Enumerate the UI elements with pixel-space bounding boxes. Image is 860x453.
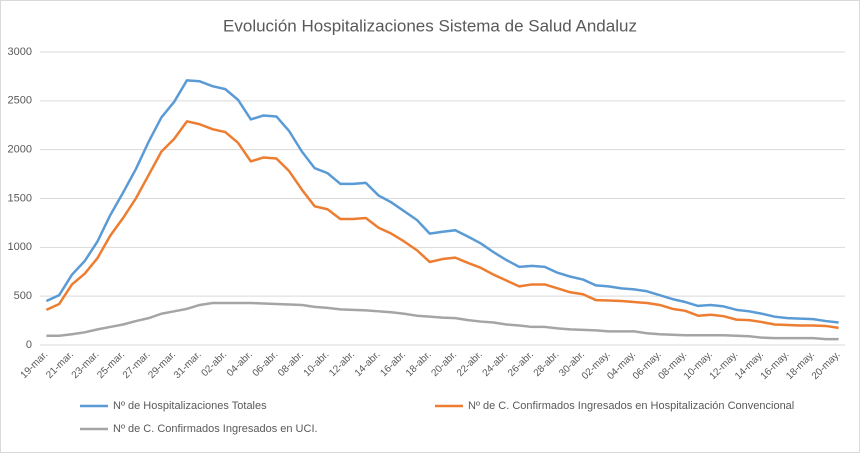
series-line: [46, 301, 839, 341]
y-tick-label: 2000: [8, 144, 32, 156]
y-tick-label: 1000: [8, 241, 32, 253]
y-tick-label: 3000: [8, 46, 32, 58]
y-tick-label: 0: [26, 339, 32, 351]
y-tick-label: 2500: [8, 95, 32, 107]
legend-label: Nº de Hospitalizaciones Totales: [113, 400, 267, 412]
chart-title: Evolución Hospitalizaciones Sistema de S…: [223, 16, 637, 35]
series-line: [45, 120, 839, 330]
legend-label: Nº de C. Confirmados Ingresados en UCI.: [113, 423, 318, 435]
y-tick-label: 1500: [8, 192, 32, 204]
series-line: [45, 79, 839, 324]
legend-label: Nº de C. Confirmados Ingresados en Hospi…: [468, 400, 794, 412]
y-tick-label: 500: [14, 290, 32, 302]
